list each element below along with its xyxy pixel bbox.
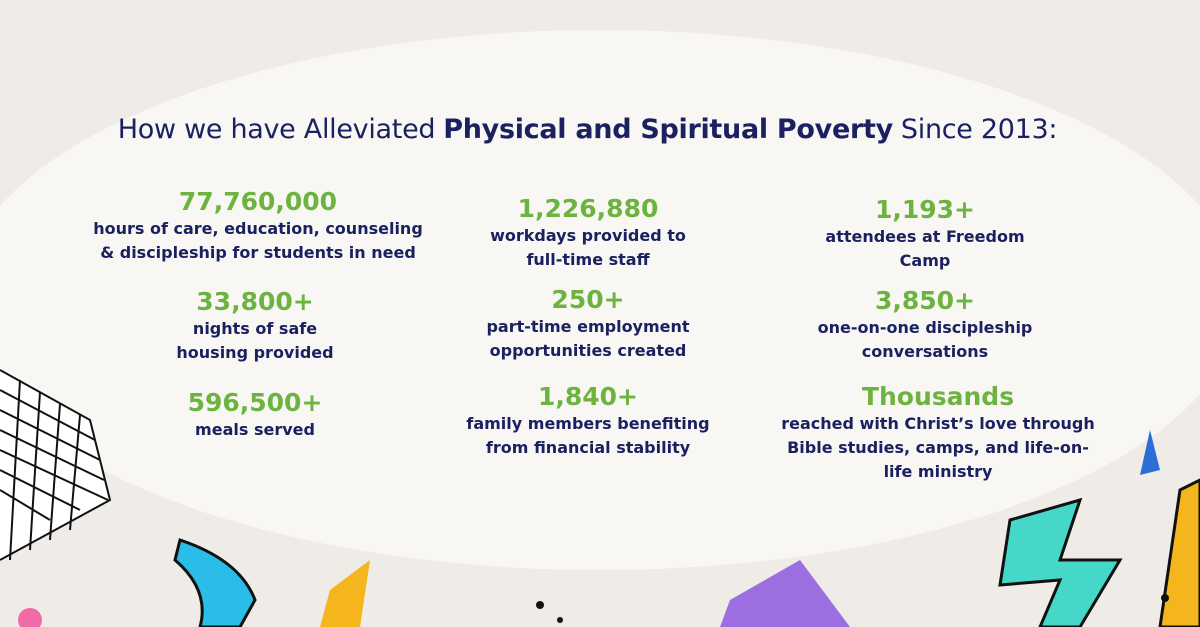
stat-description: conversations: [861, 342, 989, 361]
stat-description: attendees at Freedom: [825, 227, 1025, 246]
stat-block: 1,226,880 workdays provided to full-time s…: [490, 194, 686, 272]
stat-description: Bible studies, camps, and life-on-: [787, 438, 1089, 457]
title-prefix: How we have Alleviated: [117, 114, 436, 145]
stat-block: Thousands reached with Christ’s love thro…: [781, 382, 1095, 484]
stat-value: 1,840+: [537, 382, 639, 411]
stat-value: 33,800+: [196, 287, 314, 316]
title: How we have Alleviated Physical and Spiri…: [0, 114, 1175, 145]
stat-block: 77,760,000 hours of care, education, coun…: [93, 187, 423, 265]
stat-value: 1,226,880: [517, 194, 659, 223]
stat-description: family members benefiting: [466, 414, 710, 433]
stat-value: 1,193+: [874, 195, 976, 224]
stat-description: workdays provided to: [490, 226, 686, 245]
stat-block: 33,800+ nights of safe housing provided: [176, 287, 333, 365]
stat-description: life ministry: [883, 462, 993, 481]
stat-block: 250+ part-time employment opportunities cr…: [486, 285, 689, 363]
stat-block: 596,500+ meals served: [188, 388, 323, 442]
stat-description: hours of care, education, counseling: [93, 219, 423, 238]
stat-value: 250+: [551, 285, 625, 314]
stat-value: 596,500+: [187, 388, 323, 417]
stat-description: opportunities created: [489, 341, 687, 360]
stat-description: from financial stability: [485, 438, 691, 457]
stat-block: 1,193+ attendees at Freedom Camp: [825, 195, 1024, 273]
stat-description: reached with Christ’s love through: [781, 414, 1095, 433]
stat-value: 3,850+: [874, 286, 976, 315]
stat-block: 1,840+ family members benefiting from fina…: [466, 382, 709, 460]
stat-description: & discipleship for students in need: [100, 243, 416, 262]
title-suffix: Since 2013:: [900, 114, 1058, 145]
stat-block: 3,850+ one-on-one discipleship conversatio…: [818, 286, 1033, 364]
stat-value: 77,760,000: [178, 187, 338, 216]
stat-value: Thousands: [861, 382, 1015, 411]
stat-description: Camp: [899, 251, 951, 270]
stat-description: part-time employment: [486, 317, 690, 336]
stat-description: full-time staff: [526, 250, 650, 269]
stat-description: housing provided: [176, 343, 334, 362]
stat-description: meals served: [195, 420, 315, 439]
stat-description: nights of safe: [192, 319, 318, 338]
title-emphasis: Physical and Spiritual Poverty: [443, 114, 893, 145]
stat-description: one-on-one discipleship: [817, 318, 1033, 337]
